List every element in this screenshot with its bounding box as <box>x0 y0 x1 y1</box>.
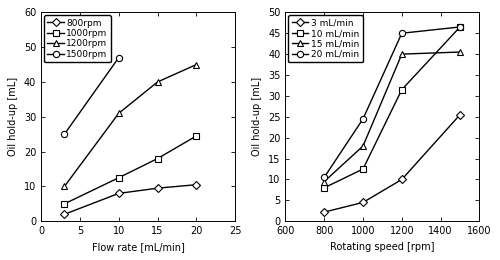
3 mL/min <box>457 113 463 116</box>
20 mL/min <box>360 117 366 120</box>
3 mL/min <box>360 201 366 204</box>
800rpm <box>154 187 160 190</box>
1000rpm <box>194 134 200 138</box>
1500rpm <box>62 133 68 136</box>
10 mL/min <box>457 25 463 29</box>
3 mL/min <box>399 178 405 181</box>
800rpm <box>194 183 200 186</box>
Y-axis label: Oil hold-up [mL]: Oil hold-up [mL] <box>8 77 18 156</box>
15 mL/min <box>360 145 366 148</box>
20 mL/min <box>457 25 463 29</box>
20 mL/min <box>321 176 327 179</box>
3 mL/min <box>321 211 327 214</box>
X-axis label: Flow rate [mL/min]: Flow rate [mL/min] <box>92 242 184 252</box>
1500rpm <box>116 56 121 59</box>
1200rpm <box>62 185 68 188</box>
15 mL/min <box>399 53 405 56</box>
Line: 800rpm: 800rpm <box>62 181 200 217</box>
Line: 10 mL/min: 10 mL/min <box>321 24 463 191</box>
Line: 1200rpm: 1200rpm <box>62 61 200 190</box>
15 mL/min <box>321 180 327 183</box>
Line: 20 mL/min: 20 mL/min <box>321 24 463 180</box>
1000rpm <box>154 157 160 160</box>
800rpm <box>116 192 121 195</box>
1200rpm <box>116 112 121 115</box>
800rpm <box>62 213 68 216</box>
Line: 15 mL/min: 15 mL/min <box>321 49 463 185</box>
15 mL/min <box>457 50 463 54</box>
10 mL/min <box>399 88 405 91</box>
20 mL/min <box>399 32 405 35</box>
10 mL/min <box>321 186 327 189</box>
1200rpm <box>194 63 200 66</box>
1000rpm <box>116 176 121 179</box>
10 mL/min <box>360 167 366 171</box>
1000rpm <box>62 202 68 205</box>
Line: 1500rpm: 1500rpm <box>62 55 122 137</box>
X-axis label: Rotating speed [rpm]: Rotating speed [rpm] <box>330 242 434 252</box>
Line: 1000rpm: 1000rpm <box>62 133 200 207</box>
Y-axis label: Oil hold-up [mL]: Oil hold-up [mL] <box>252 77 262 156</box>
Line: 3 mL/min: 3 mL/min <box>321 112 463 215</box>
Legend: 800rpm, 1000rpm, 1200rpm, 1500rpm: 800rpm, 1000rpm, 1200rpm, 1500rpm <box>44 15 112 62</box>
Legend: 3 mL/min, 10 mL/min, 15 mL/min, 20 mL/min: 3 mL/min, 10 mL/min, 15 mL/min, 20 mL/mi… <box>288 15 362 62</box>
1200rpm <box>154 80 160 83</box>
